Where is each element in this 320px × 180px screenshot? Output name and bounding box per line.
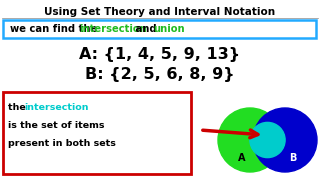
Text: intersection: intersection	[80, 24, 147, 34]
Circle shape	[253, 108, 317, 172]
Text: is the set of items: is the set of items	[8, 122, 105, 130]
Text: the: the	[8, 103, 29, 112]
Text: and: and	[132, 24, 160, 34]
Circle shape	[218, 108, 282, 172]
Text: intersection: intersection	[24, 103, 89, 112]
Text: we can find the: we can find the	[10, 24, 101, 34]
Text: union: union	[154, 24, 185, 34]
Text: A: {1, 4, 5, 9, 13}: A: {1, 4, 5, 9, 13}	[79, 48, 241, 62]
Text: present in both sets: present in both sets	[8, 140, 116, 148]
FancyBboxPatch shape	[3, 20, 316, 38]
Text: A: A	[238, 153, 246, 163]
Text: B: {2, 5, 6, 8, 9}: B: {2, 5, 6, 8, 9}	[85, 68, 235, 82]
Text: B: B	[289, 153, 297, 163]
Text: Using Set Theory and Interval Notation: Using Set Theory and Interval Notation	[44, 7, 276, 17]
Circle shape	[250, 122, 285, 158]
FancyBboxPatch shape	[3, 92, 191, 174]
